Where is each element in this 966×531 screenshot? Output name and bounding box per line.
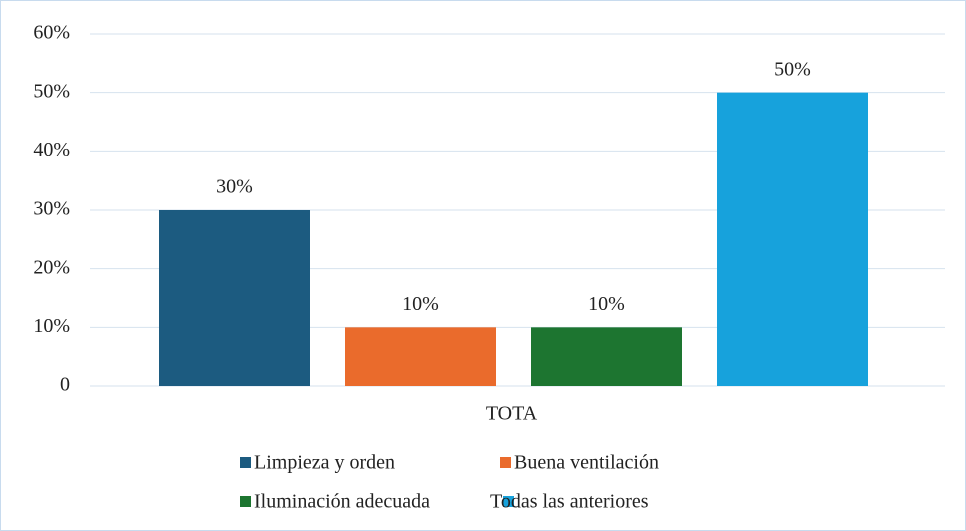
legend-label: Todas las anteriores <box>490 491 649 513</box>
y-tick-label: 60% <box>33 22 70 44</box>
bar <box>345 327 496 386</box>
legend-swatch <box>240 496 251 507</box>
bar <box>717 92 868 387</box>
y-tick-label: 10% <box>33 315 70 337</box>
y-tick-label: 30% <box>33 198 70 220</box>
legend-swatch <box>503 496 514 507</box>
bar <box>159 210 310 386</box>
data-label: 30% <box>216 176 253 198</box>
legend-label: Buena ventilación <box>514 452 659 474</box>
y-tick-label: 50% <box>33 80 70 102</box>
data-label: 10% <box>402 293 439 315</box>
legend-swatch <box>240 457 251 468</box>
legend-swatch <box>500 457 511 468</box>
data-label: 50% <box>774 58 811 80</box>
y-tick-label: 20% <box>33 256 70 278</box>
bar <box>531 327 682 386</box>
data-label: 10% <box>588 293 625 315</box>
legend-label: Limpieza y orden <box>254 452 395 474</box>
y-tick-label: 0 <box>60 374 70 396</box>
y-tick-label: 40% <box>33 139 70 161</box>
x-tick-label: TOTA <box>486 403 538 425</box>
legend-label: Iluminación adecuada <box>254 491 430 513</box>
